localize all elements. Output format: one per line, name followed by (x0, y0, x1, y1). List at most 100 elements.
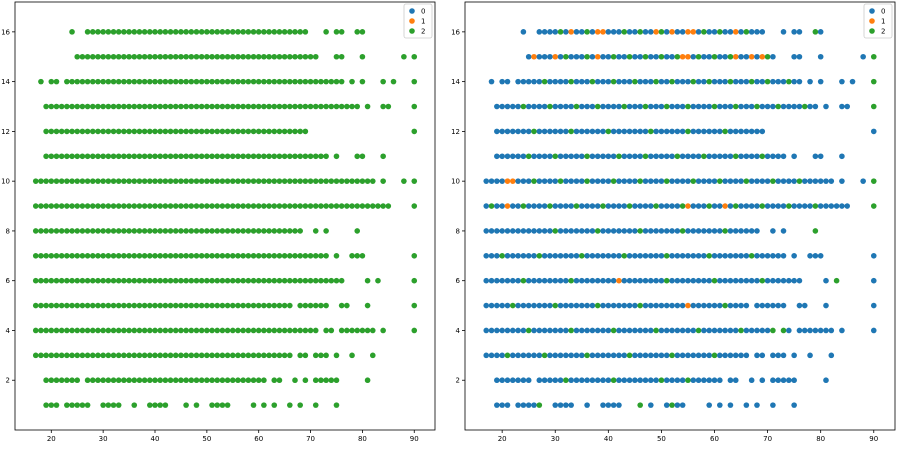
scatter-point-class-0 (563, 277, 569, 284)
scatter-point-class-2 (250, 128, 257, 135)
scatter-point-class-0 (663, 402, 670, 408)
scatter-point-class-0 (642, 128, 649, 135)
scatter-point-class-2 (48, 402, 55, 408)
scatter-point-class-2 (531, 178, 537, 184)
scatter-point-class-0 (563, 128, 569, 135)
scatter-point-class-2 (390, 78, 397, 85)
scatter-point-class-2 (359, 29, 366, 35)
scatter-point-class-2 (292, 78, 298, 85)
scatter-point-class-2 (276, 53, 283, 60)
scatter-point-class-0 (801, 178, 808, 184)
scatter-point-class-2 (255, 352, 262, 359)
scatter-point-class-0 (594, 78, 601, 85)
scatter-point-class-2 (162, 228, 169, 234)
scatter-point-class-2 (74, 327, 81, 334)
scatter-point-class-2 (167, 203, 174, 209)
scatter-point-class-2 (292, 377, 298, 384)
scatter-point-class-2 (759, 277, 766, 284)
scatter-point-class-2 (95, 29, 101, 35)
scatter-point-class-2 (359, 178, 366, 184)
scatter-point-class-0 (552, 78, 559, 85)
scatter-point-class-2 (411, 327, 418, 334)
scatter-point-class-0 (547, 29, 553, 35)
scatter-point-class-0 (642, 253, 649, 259)
scatter-point-class-2 (547, 203, 553, 209)
scatter-point-class-0 (860, 53, 866, 60)
scatter-point-class-0 (578, 103, 585, 110)
scatter-point-class-2 (105, 228, 112, 234)
scatter-point-class-2 (302, 377, 309, 384)
scatter-point-class-0 (515, 377, 521, 384)
scatter-point-class-0 (578, 178, 585, 184)
scatter-point-class-0 (849, 78, 856, 85)
scatter-point-class-2 (786, 203, 792, 209)
scatter-point-class-0 (796, 302, 803, 309)
scatter-point-class-0 (589, 352, 596, 359)
scatter-point-class-2 (214, 153, 221, 160)
scatter-point-class-2 (411, 128, 418, 135)
scatter-point-class-2 (157, 29, 163, 35)
scatter-point-class-2 (669, 78, 675, 85)
scatter-point-class-2 (69, 128, 75, 135)
scatter-point-class-0 (807, 203, 813, 209)
scatter-point-class-0 (701, 103, 707, 110)
scatter-point-class-2 (287, 153, 293, 160)
scatter-point-class-2 (188, 153, 195, 160)
scatter-point-class-2 (411, 203, 418, 209)
scatter-point-class-2 (209, 277, 215, 284)
scatter-point-class-0 (594, 253, 601, 259)
scatter-point-class-0 (711, 228, 718, 234)
scatter-point-class-2 (525, 153, 532, 160)
legend-marker-2 (869, 28, 875, 34)
scatter-point-class-2 (147, 302, 153, 309)
scatter-point-class-0 (695, 277, 702, 284)
scatter-point-class-2 (198, 253, 205, 259)
scatter-point-class-2 (131, 377, 138, 384)
scatter-point-class-2 (172, 153, 179, 160)
scatter-point-class-2 (276, 277, 283, 284)
scatter-point-class-2 (552, 153, 559, 160)
scatter-point-class-2 (297, 78, 303, 85)
scatter-point-class-0 (563, 178, 569, 184)
scatter-point-class-2 (323, 29, 329, 35)
scatter-point-class-2 (121, 128, 127, 135)
scatter-point-class-0 (679, 253, 686, 259)
scatter-point-class-0 (541, 53, 548, 60)
scatter-point-class-2 (141, 178, 148, 184)
scatter-point-class-2 (79, 302, 86, 309)
scatter-point-class-0 (738, 352, 744, 359)
scatter-point-class-0 (743, 277, 750, 284)
scatter-point-class-2 (64, 203, 70, 209)
scatter-point-class-2 (245, 29, 252, 35)
scatter-point-class-0 (648, 327, 654, 334)
scatter-point-class-2 (131, 253, 138, 259)
scatter-point-class-2 (297, 327, 303, 334)
scatter-point-class-2 (266, 228, 272, 234)
scatter-point-class-0 (578, 302, 585, 309)
scatter-point-class-0 (658, 153, 665, 160)
scatter-point-class-2 (110, 228, 117, 234)
scatter-point-class-2 (209, 78, 215, 85)
scatter-point-class-2 (411, 53, 418, 60)
scatter-point-class-2 (297, 178, 303, 184)
scatter-point-class-2 (219, 153, 226, 160)
scatter-point-class-0 (780, 228, 787, 234)
scatter-point-class-0 (626, 377, 633, 384)
scatter-point-class-0 (642, 203, 649, 209)
scatter-point-class-0 (600, 78, 606, 85)
scatter-point-class-2 (349, 103, 355, 110)
scatter-point-class-0 (669, 128, 675, 135)
scatter-point-class-2 (188, 302, 195, 309)
scatter-point-class-0 (605, 153, 612, 160)
scatter-point-class-0 (828, 352, 835, 359)
scatter-point-class-0 (600, 402, 606, 408)
scatter-point-class-2 (333, 153, 340, 160)
scatter-point-class-2 (152, 277, 158, 284)
scatter-point-class-2 (307, 178, 314, 184)
scatter-point-class-2 (147, 78, 153, 85)
scatter-point-class-2 (152, 178, 158, 184)
scatter-point-class-2 (69, 78, 75, 85)
scatter-point-class-0 (727, 352, 734, 359)
scatter-point-class-2 (219, 302, 226, 309)
scatter-point-class-2 (224, 153, 231, 160)
